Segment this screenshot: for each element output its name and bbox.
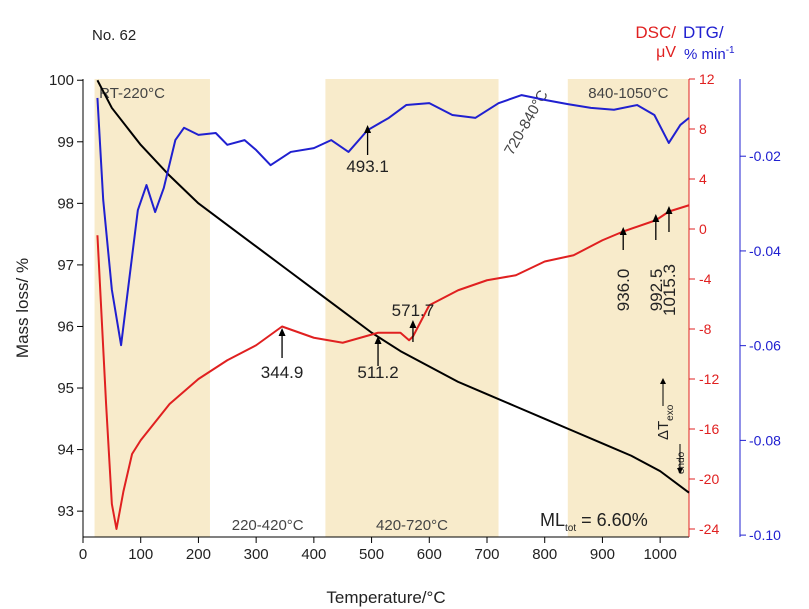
dt-annotation: ΔTexo endo [655, 378, 687, 474]
ml: ML [540, 510, 565, 530]
y3-axis-label: DTG/ [683, 23, 724, 42]
endo-arrow-head [677, 468, 683, 474]
peak-label: 936.0 [614, 269, 633, 312]
region-label: RT-220°C [99, 85, 165, 102]
y2-tick-label: 8 [699, 121, 707, 137]
y-tick-label: 100 [49, 72, 74, 89]
x-tick-label: 300 [244, 546, 269, 563]
region-label: 420-720°C [376, 517, 448, 534]
ml-annotation: MLtot = 6.60% [540, 510, 648, 534]
x-axis-label: Temperature/°C [326, 588, 445, 607]
y2-tick-label: 0 [699, 221, 707, 237]
y-axis-label: Mass loss/ % [13, 258, 32, 358]
y-tick-label: 98 [57, 195, 74, 212]
y2-tick-label: -4 [699, 271, 712, 287]
peak-arrow-head [665, 206, 673, 214]
peak-label: 511.2 [357, 363, 398, 382]
series-line [96, 204, 690, 530]
series-line [96, 94, 690, 347]
peak-label: 992.5 [647, 269, 666, 312]
x-tick-label: 500 [359, 546, 384, 563]
y2-tick-label: -12 [699, 371, 719, 387]
x-tick-label: 700 [474, 546, 499, 563]
y3-tick-label: -0.04 [749, 243, 781, 259]
region [94, 79, 210, 537]
peak-arrow-head [374, 336, 382, 344]
y2-tick-label: 12 [699, 71, 715, 87]
exo-arrow-head [660, 378, 666, 384]
y-tick-label: 96 [57, 318, 74, 335]
y2-axis-label: DSC/ [635, 23, 676, 42]
peak-label: 493.1 [346, 157, 389, 176]
dt: ΔTexo [655, 404, 676, 440]
peak-arrow-head [652, 214, 660, 222]
x-tick-label: 1000 [643, 546, 676, 563]
x-tick-label: 600 [417, 546, 442, 563]
y-tick-label: 95 [57, 380, 74, 397]
y-tick-label: 93 [57, 503, 74, 520]
x-tick-label: 800 [532, 546, 557, 563]
y3-unit: % min [684, 46, 726, 63]
peak-arrow-head [364, 125, 372, 133]
y2-tick-label: -8 [699, 321, 712, 337]
peak-arrow-head [278, 328, 286, 336]
y3-tick-label: -0.10 [749, 527, 781, 543]
peak-label: 1015.3 [660, 264, 679, 316]
x-tick-label: 900 [590, 546, 615, 563]
chart-title: No. 62 [92, 27, 136, 44]
ml-sub: tot [565, 523, 576, 534]
peak-arrow-head [619, 227, 627, 235]
y3-tick-label: -0.06 [749, 338, 781, 354]
x-tick-label: 100 [128, 546, 153, 563]
dt-symbol: ΔT [655, 421, 672, 440]
y3-tick-label: -0.08 [749, 432, 781, 448]
x-tick-label: 400 [301, 546, 326, 563]
dt-exo: exo [665, 404, 676, 421]
y2-tick-label: 4 [699, 171, 707, 187]
y2-tick-label: -20 [699, 471, 719, 487]
y2-tick-label: -24 [699, 521, 719, 537]
dt-endo: endo [676, 451, 687, 474]
region-label: 840-1050°C [588, 85, 668, 102]
y2-tick-label: -16 [699, 421, 719, 437]
regions [94, 79, 689, 537]
region-label: 220-420°C [232, 517, 304, 534]
region-label: 720-840°C [501, 87, 552, 158]
y-tick-label: 94 [57, 442, 74, 459]
x-tick-label: 0 [79, 546, 87, 563]
x-tick-label: 200 [186, 546, 211, 563]
ml-value: = 6.60% [576, 510, 648, 530]
y-tick-label: 99 [57, 134, 74, 151]
y3-tick-label: -0.02 [749, 148, 781, 164]
y3-axis-unit: % min-1 [684, 45, 735, 63]
series-line [96, 79, 690, 494]
y-tick-label: 97 [57, 257, 74, 274]
peak-label: 571.7 [392, 301, 435, 320]
y2-axis-unit: μV [656, 44, 676, 61]
peak-arrow-head [409, 320, 417, 328]
y3-unit-sup: -1 [726, 45, 735, 56]
peak-label: 344.9 [261, 363, 304, 382]
region [567, 79, 689, 537]
region [325, 79, 499, 537]
